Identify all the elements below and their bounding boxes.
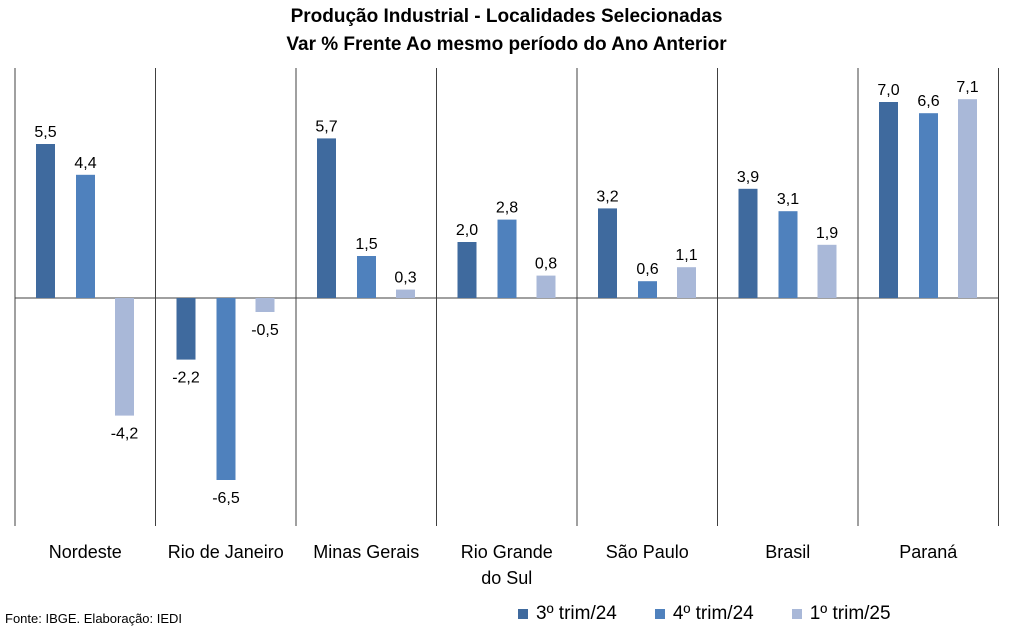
bar-1: [738, 188, 758, 298]
legend-label-s2: 4º trim/24: [672, 603, 754, 624]
bar-chart: 5,5 -2,2 5,7 2,0 3,2 3,9 7,0 4,4 -6,5 1,5 2,8 0,6 3,…: [14, 68, 999, 588]
category-label: Brasil: [765, 542, 810, 562]
data-label: 1,5: [355, 236, 377, 253]
bar-3: [255, 298, 275, 312]
legend-label-s3: 1º trim/25: [809, 603, 891, 624]
data-label: 0,8: [535, 256, 557, 273]
bar-1: [598, 208, 617, 298]
category-label: São Paulo: [606, 542, 689, 562]
bar-1: [317, 138, 336, 298]
bar-1: [879, 102, 898, 298]
data-label: 5,7: [315, 118, 337, 135]
source-note: Fonte: IBGE. Elaboração: IEDI: [5, 611, 183, 626]
data-label: 3,2: [596, 188, 618, 205]
data-label: -4,2: [111, 426, 139, 443]
data-label: 1,9: [816, 225, 838, 242]
bar-2: [919, 113, 938, 298]
legend-item-s1: 3º trim/24: [518, 603, 617, 625]
bar-3: [536, 275, 556, 298]
bar-2: [357, 256, 376, 298]
bar-2: [778, 211, 798, 298]
data-label: 0,6: [636, 261, 658, 278]
category-label: Paraná: [899, 542, 958, 562]
data-label: 0,3: [394, 270, 416, 287]
data-label: 2,0: [456, 222, 478, 239]
category-label: do Sul: [481, 568, 532, 588]
bar-3: [817, 244, 837, 298]
data-label: 2,8: [496, 200, 518, 217]
legend-label-s1: 3º trim/24: [536, 603, 617, 624]
data-label: 7,0: [877, 82, 899, 99]
bar-3: [115, 298, 134, 416]
data-label: 6,6: [917, 93, 939, 110]
category-label: Rio de Janeiro: [168, 542, 284, 562]
bar-2: [638, 281, 657, 298]
data-label: -6,5: [212, 490, 240, 507]
category-label: Rio Grande: [461, 542, 553, 562]
legend-swatch-s3: [791, 609, 802, 619]
bar-3: [677, 267, 696, 298]
bar-2: [76, 174, 95, 298]
legend-item-s2: 4º trim/24: [654, 603, 754, 625]
data-label: 3,1: [777, 191, 799, 208]
data-label: 7,1: [956, 79, 978, 96]
legend-item-s3: 1º trim/25: [791, 603, 891, 625]
legend-swatch-s1: [518, 609, 528, 619]
chart-subtitle: Var % Frente Ao mesmo período do Ano Ant…: [286, 34, 727, 55]
bar-2: [216, 298, 236, 480]
bar-1: [176, 298, 196, 360]
data-label: 5,5: [34, 124, 56, 141]
chart-title: Produção Industrial - Localidades Seleci…: [290, 6, 723, 27]
bar-3: [958, 99, 977, 298]
category-label: Nordeste: [49, 542, 122, 562]
data-label: 4,4: [74, 155, 96, 172]
bar-2: [497, 219, 517, 298]
legend: 3º trim/24 4º trim/24 1º trim/25: [518, 603, 929, 625]
data-label: 3,9: [737, 169, 759, 186]
bar-1: [457, 242, 477, 298]
legend-swatch-s2: [654, 609, 665, 619]
data-label: -0,5: [251, 322, 279, 339]
bar-1: [36, 144, 55, 298]
data-label: -2,2: [172, 370, 200, 387]
category-label: Minas Gerais: [313, 542, 419, 562]
data-label: 1,1: [675, 247, 697, 264]
bar-3: [396, 289, 415, 298]
